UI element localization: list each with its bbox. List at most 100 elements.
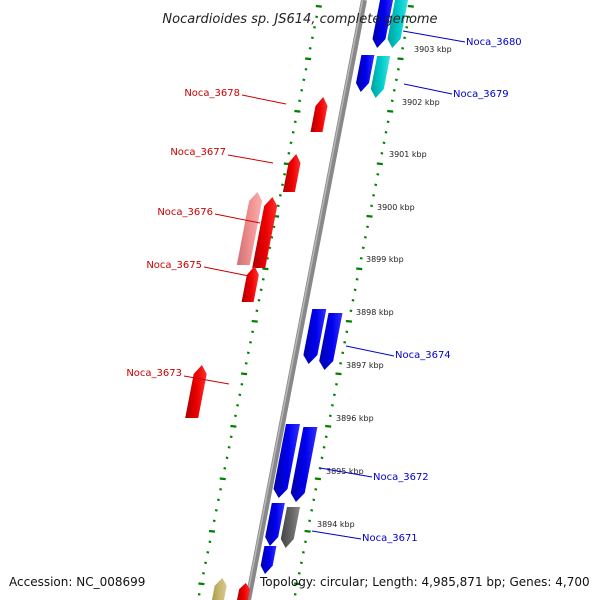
scale-tick <box>403 36 407 40</box>
scale-tick <box>219 488 223 491</box>
scale-tick <box>314 488 318 491</box>
scale-tick <box>343 341 347 344</box>
scale-tick <box>298 99 302 103</box>
scale-tick <box>302 78 306 82</box>
genome-backbone-highlight <box>245 0 364 600</box>
gene-feature[interactable] <box>282 154 301 192</box>
scale-tick <box>380 152 384 155</box>
gene-label-noca-3671[interactable]: Noca_3671 <box>362 533 418 544</box>
scale-tick <box>359 257 363 260</box>
scale-tick <box>312 498 316 502</box>
gene-label-leader <box>402 30 466 43</box>
scale-tick <box>301 551 305 554</box>
scale-tick <box>289 141 293 145</box>
scale-label: 3897 kbp <box>346 361 384 370</box>
gene-label-leader <box>227 154 274 164</box>
scale-tick <box>206 551 210 554</box>
gene-feature[interactable] <box>303 309 327 364</box>
scale-tick <box>276 204 280 208</box>
gene-label-noca-3672[interactable]: Noca_3672 <box>373 472 429 483</box>
scale-tick <box>335 372 342 376</box>
gene-label-leader <box>403 83 453 95</box>
scale-tick <box>251 330 255 334</box>
scale-tick <box>229 435 233 439</box>
scale-tick <box>262 267 269 271</box>
gene-feature[interactable] <box>211 578 227 600</box>
scale-label: 3895 kbp <box>326 467 364 476</box>
gene-feature[interactable] <box>310 97 328 132</box>
scale-tick <box>278 194 282 197</box>
gene-label-noca-3679[interactable]: Noca_3679 <box>453 89 509 100</box>
gene-feature[interactable] <box>273 424 301 498</box>
scale-tick <box>212 519 216 523</box>
gene-label-noca-3678[interactable]: Noca_3678 <box>184 88 240 99</box>
scale-tick <box>353 288 357 292</box>
gene-feature[interactable] <box>319 313 343 370</box>
scale-tick <box>225 456 229 460</box>
scale-tick <box>324 435 328 439</box>
scale-tick <box>244 362 248 365</box>
scale-tick <box>304 540 307 544</box>
scale-tick <box>223 467 227 470</box>
scale-label: 3894 kbp <box>317 520 355 529</box>
gene-feature[interactable] <box>280 507 300 548</box>
scale-tick <box>396 68 400 71</box>
gene-feature[interactable] <box>372 0 394 48</box>
gene-feature[interactable] <box>290 427 318 502</box>
scale-tick <box>240 383 244 386</box>
gene-feature[interactable] <box>185 365 207 418</box>
scale-tick <box>259 288 263 292</box>
gene-feature[interactable] <box>236 192 263 265</box>
scale-tick <box>308 519 312 523</box>
gene-features <box>185 0 409 600</box>
gene-feature[interactable] <box>236 583 251 600</box>
scale-label: 3899 kbp <box>366 255 404 264</box>
scale-tick <box>204 561 208 565</box>
gene-feature[interactable] <box>265 503 285 546</box>
scale-tick <box>372 194 376 197</box>
gene-feature[interactable] <box>241 266 259 302</box>
gene-label-leader <box>203 266 250 277</box>
scale-tick <box>293 593 297 596</box>
scale-tick <box>208 529 216 533</box>
scale-tick <box>304 68 308 71</box>
gene-labels: Noca_3680 Noca_3679 Noca_3674 Noca_3672 … <box>126 30 522 544</box>
gene-feature[interactable] <box>370 56 391 98</box>
scale-tick <box>281 183 284 187</box>
tick-tracks <box>197 4 414 596</box>
scale-tick <box>238 393 242 397</box>
gene-label-noca-3680[interactable]: Noca_3680 <box>466 37 522 48</box>
gene-feature[interactable] <box>387 0 409 48</box>
scale-tick <box>407 15 411 19</box>
scale-tick <box>390 99 394 103</box>
gene-feature[interactable] <box>260 546 277 574</box>
gene-label-leader <box>319 467 373 478</box>
scale-label: 3896 kbp <box>336 414 374 423</box>
gene-label-leader <box>311 530 362 540</box>
scale-tick <box>300 89 304 92</box>
scale-tick <box>328 414 332 418</box>
gene-label-leader <box>183 375 230 385</box>
scale-tick <box>355 278 359 281</box>
gene-label-noca-3673[interactable]: Noca_3673 <box>126 368 182 379</box>
gene-label-noca-3677[interactable]: Noca_3677 <box>170 147 226 158</box>
scale-tick <box>345 319 353 323</box>
gene-label-noca-3674[interactable]: Noca_3674 <box>395 350 451 361</box>
scale-tick <box>341 351 345 355</box>
gene-feature[interactable] <box>356 55 375 92</box>
scale-tick <box>236 404 240 407</box>
gene-feature[interactable] <box>252 197 278 268</box>
scale-tick <box>251 319 258 323</box>
gene-label-noca-3675[interactable]: Noca_3675 <box>146 260 202 271</box>
scale-tick <box>246 351 250 355</box>
scale-tick <box>310 36 314 40</box>
scale-tick <box>386 120 390 124</box>
scale-tick <box>320 456 324 460</box>
scale-tick <box>283 173 287 176</box>
scale-tick <box>315 4 322 8</box>
scale-tick <box>351 299 355 302</box>
scale-tick <box>255 309 259 313</box>
scale-tick <box>202 572 205 575</box>
gene-label-noca-3676[interactable]: Noca_3676 <box>157 207 213 218</box>
